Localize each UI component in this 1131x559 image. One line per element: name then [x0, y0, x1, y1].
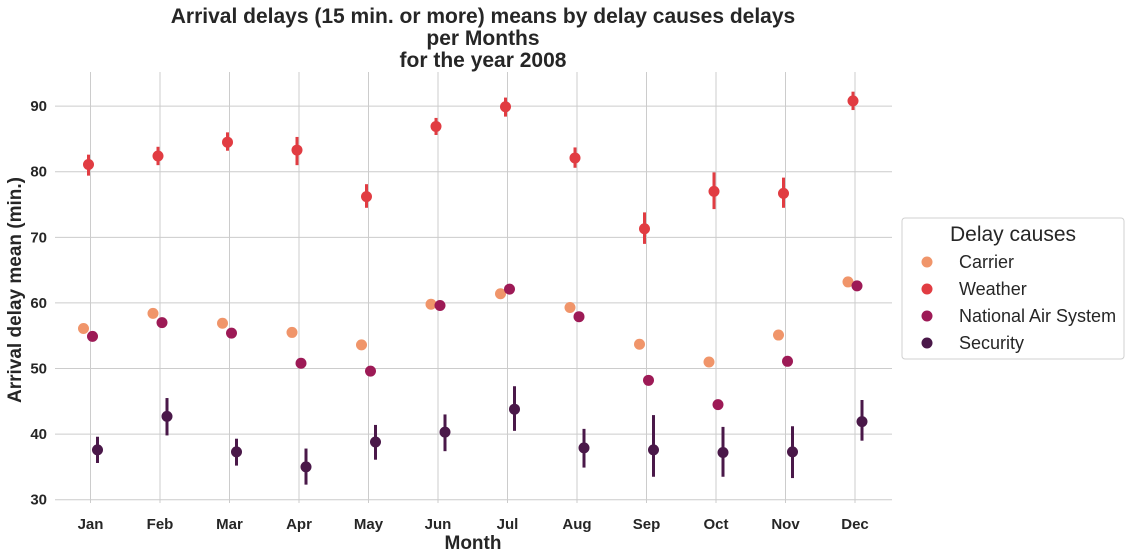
data-point	[509, 403, 520, 415]
data-point	[569, 152, 581, 164]
y-tick-label: 40	[30, 426, 47, 443]
chart-title-line-2: per Months	[426, 27, 539, 50]
data-point	[286, 326, 298, 338]
y-tick-label: 90	[30, 98, 47, 115]
y-tick-label: 60	[30, 295, 47, 312]
legend-items: Carrier Weather National Air System Securit…	[921, 252, 1116, 353]
y-tick-label: 80	[30, 164, 47, 181]
x-tick-label: Jun	[425, 516, 452, 533]
data-point	[703, 356, 715, 368]
x-axis-ticks: Jan Feb Mar Apr May Jun Jul Aug Sep Oct Nov Dec	[78, 516, 869, 533]
legend-label: Weather	[959, 279, 1027, 299]
data-point	[231, 446, 242, 458]
data-point	[643, 374, 654, 386]
x-tick-label: Sep	[633, 516, 661, 533]
data-point	[226, 327, 237, 339]
legend-marker	[921, 337, 933, 349]
x-tick-label: Oct	[703, 516, 728, 533]
data-point	[500, 101, 511, 113]
data-point	[634, 338, 645, 350]
legend-marker	[921, 310, 933, 322]
legend-marker	[921, 283, 933, 295]
x-tick-label: May	[354, 516, 384, 533]
data-point	[842, 276, 854, 288]
data-point	[847, 95, 859, 107]
legend-label: National Air System	[959, 306, 1116, 326]
data-point	[425, 298, 437, 310]
data-point	[851, 280, 863, 292]
data-point	[356, 339, 367, 351]
data-point	[222, 136, 233, 148]
data-point	[712, 399, 724, 411]
data-point	[495, 288, 506, 300]
data-point	[430, 120, 442, 132]
data-point	[152, 150, 164, 162]
data-points	[78, 95, 868, 473]
data-point	[648, 444, 659, 456]
data-point	[773, 329, 784, 341]
data-point	[291, 144, 303, 156]
grid	[55, 72, 892, 503]
x-tick-label: Aug	[562, 516, 591, 533]
legend-title: Delay causes	[950, 223, 1076, 246]
data-point	[787, 446, 798, 458]
x-tick-label: Jan	[78, 516, 104, 533]
data-point	[78, 323, 89, 335]
legend-frame	[901, 217, 1125, 360]
legend-label: Security	[959, 333, 1024, 353]
data-point	[92, 444, 103, 456]
data-point	[83, 158, 94, 170]
data-point	[156, 317, 168, 329]
data-point	[300, 461, 312, 473]
data-point	[434, 300, 446, 312]
x-tick-label: Jul	[497, 516, 519, 533]
legend-marker	[921, 256, 933, 268]
y-tick-label: 70	[30, 229, 47, 246]
y-tick-label: 50	[30, 361, 47, 378]
legend-label: Carrier	[959, 252, 1014, 272]
data-point	[370, 436, 381, 448]
data-point	[564, 302, 576, 314]
data-point	[87, 330, 98, 342]
x-tick-label: Apr	[286, 516, 312, 533]
data-point	[361, 191, 372, 203]
x-tick-label: Mar	[216, 516, 243, 533]
chart-title: Arrival delays (15 min. or more) means b…	[171, 5, 795, 72]
x-tick-label: Nov	[771, 516, 800, 533]
data-point	[365, 365, 376, 377]
data-point	[504, 283, 515, 295]
chart-title-line-1: Arrival delays (15 min. or more) means b…	[171, 5, 795, 28]
data-point	[161, 410, 173, 422]
data-point	[573, 311, 585, 323]
legend: Delay causes Carrier Weather National Air …	[901, 217, 1125, 360]
error-bars	[87, 91, 864, 485]
y-axis-ticks: 30 40 50 60 70 80 90	[30, 98, 47, 509]
data-point	[856, 416, 868, 428]
y-tick-label: 30	[30, 492, 47, 509]
y-axis-label: Arrival delay mean (min.)	[5, 177, 26, 403]
data-point	[217, 317, 228, 329]
chart-title-line-3: for the year 2008	[400, 49, 567, 72]
x-tick-label: Feb	[147, 516, 174, 533]
data-point	[778, 187, 789, 199]
data-point	[782, 355, 793, 367]
data-point	[147, 307, 159, 319]
data-point	[717, 446, 729, 458]
data-point	[708, 185, 720, 197]
data-point	[295, 357, 307, 369]
data-point	[639, 223, 650, 235]
x-tick-label: Dec	[841, 516, 869, 533]
data-point	[578, 442, 590, 454]
data-point	[439, 426, 451, 438]
x-axis-label: Month	[445, 533, 502, 554]
